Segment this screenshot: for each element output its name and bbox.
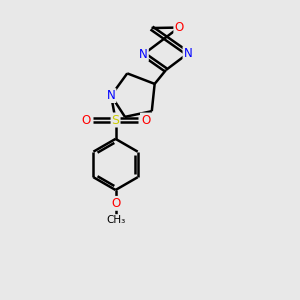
Text: O: O bbox=[174, 21, 184, 34]
Text: O: O bbox=[81, 113, 90, 127]
Text: N: N bbox=[139, 48, 148, 61]
Text: N: N bbox=[184, 47, 192, 60]
Text: O: O bbox=[111, 197, 120, 210]
Text: O: O bbox=[141, 113, 150, 127]
Text: S: S bbox=[112, 113, 120, 127]
Text: CH₃: CH₃ bbox=[106, 215, 125, 225]
Text: N: N bbox=[107, 89, 116, 102]
